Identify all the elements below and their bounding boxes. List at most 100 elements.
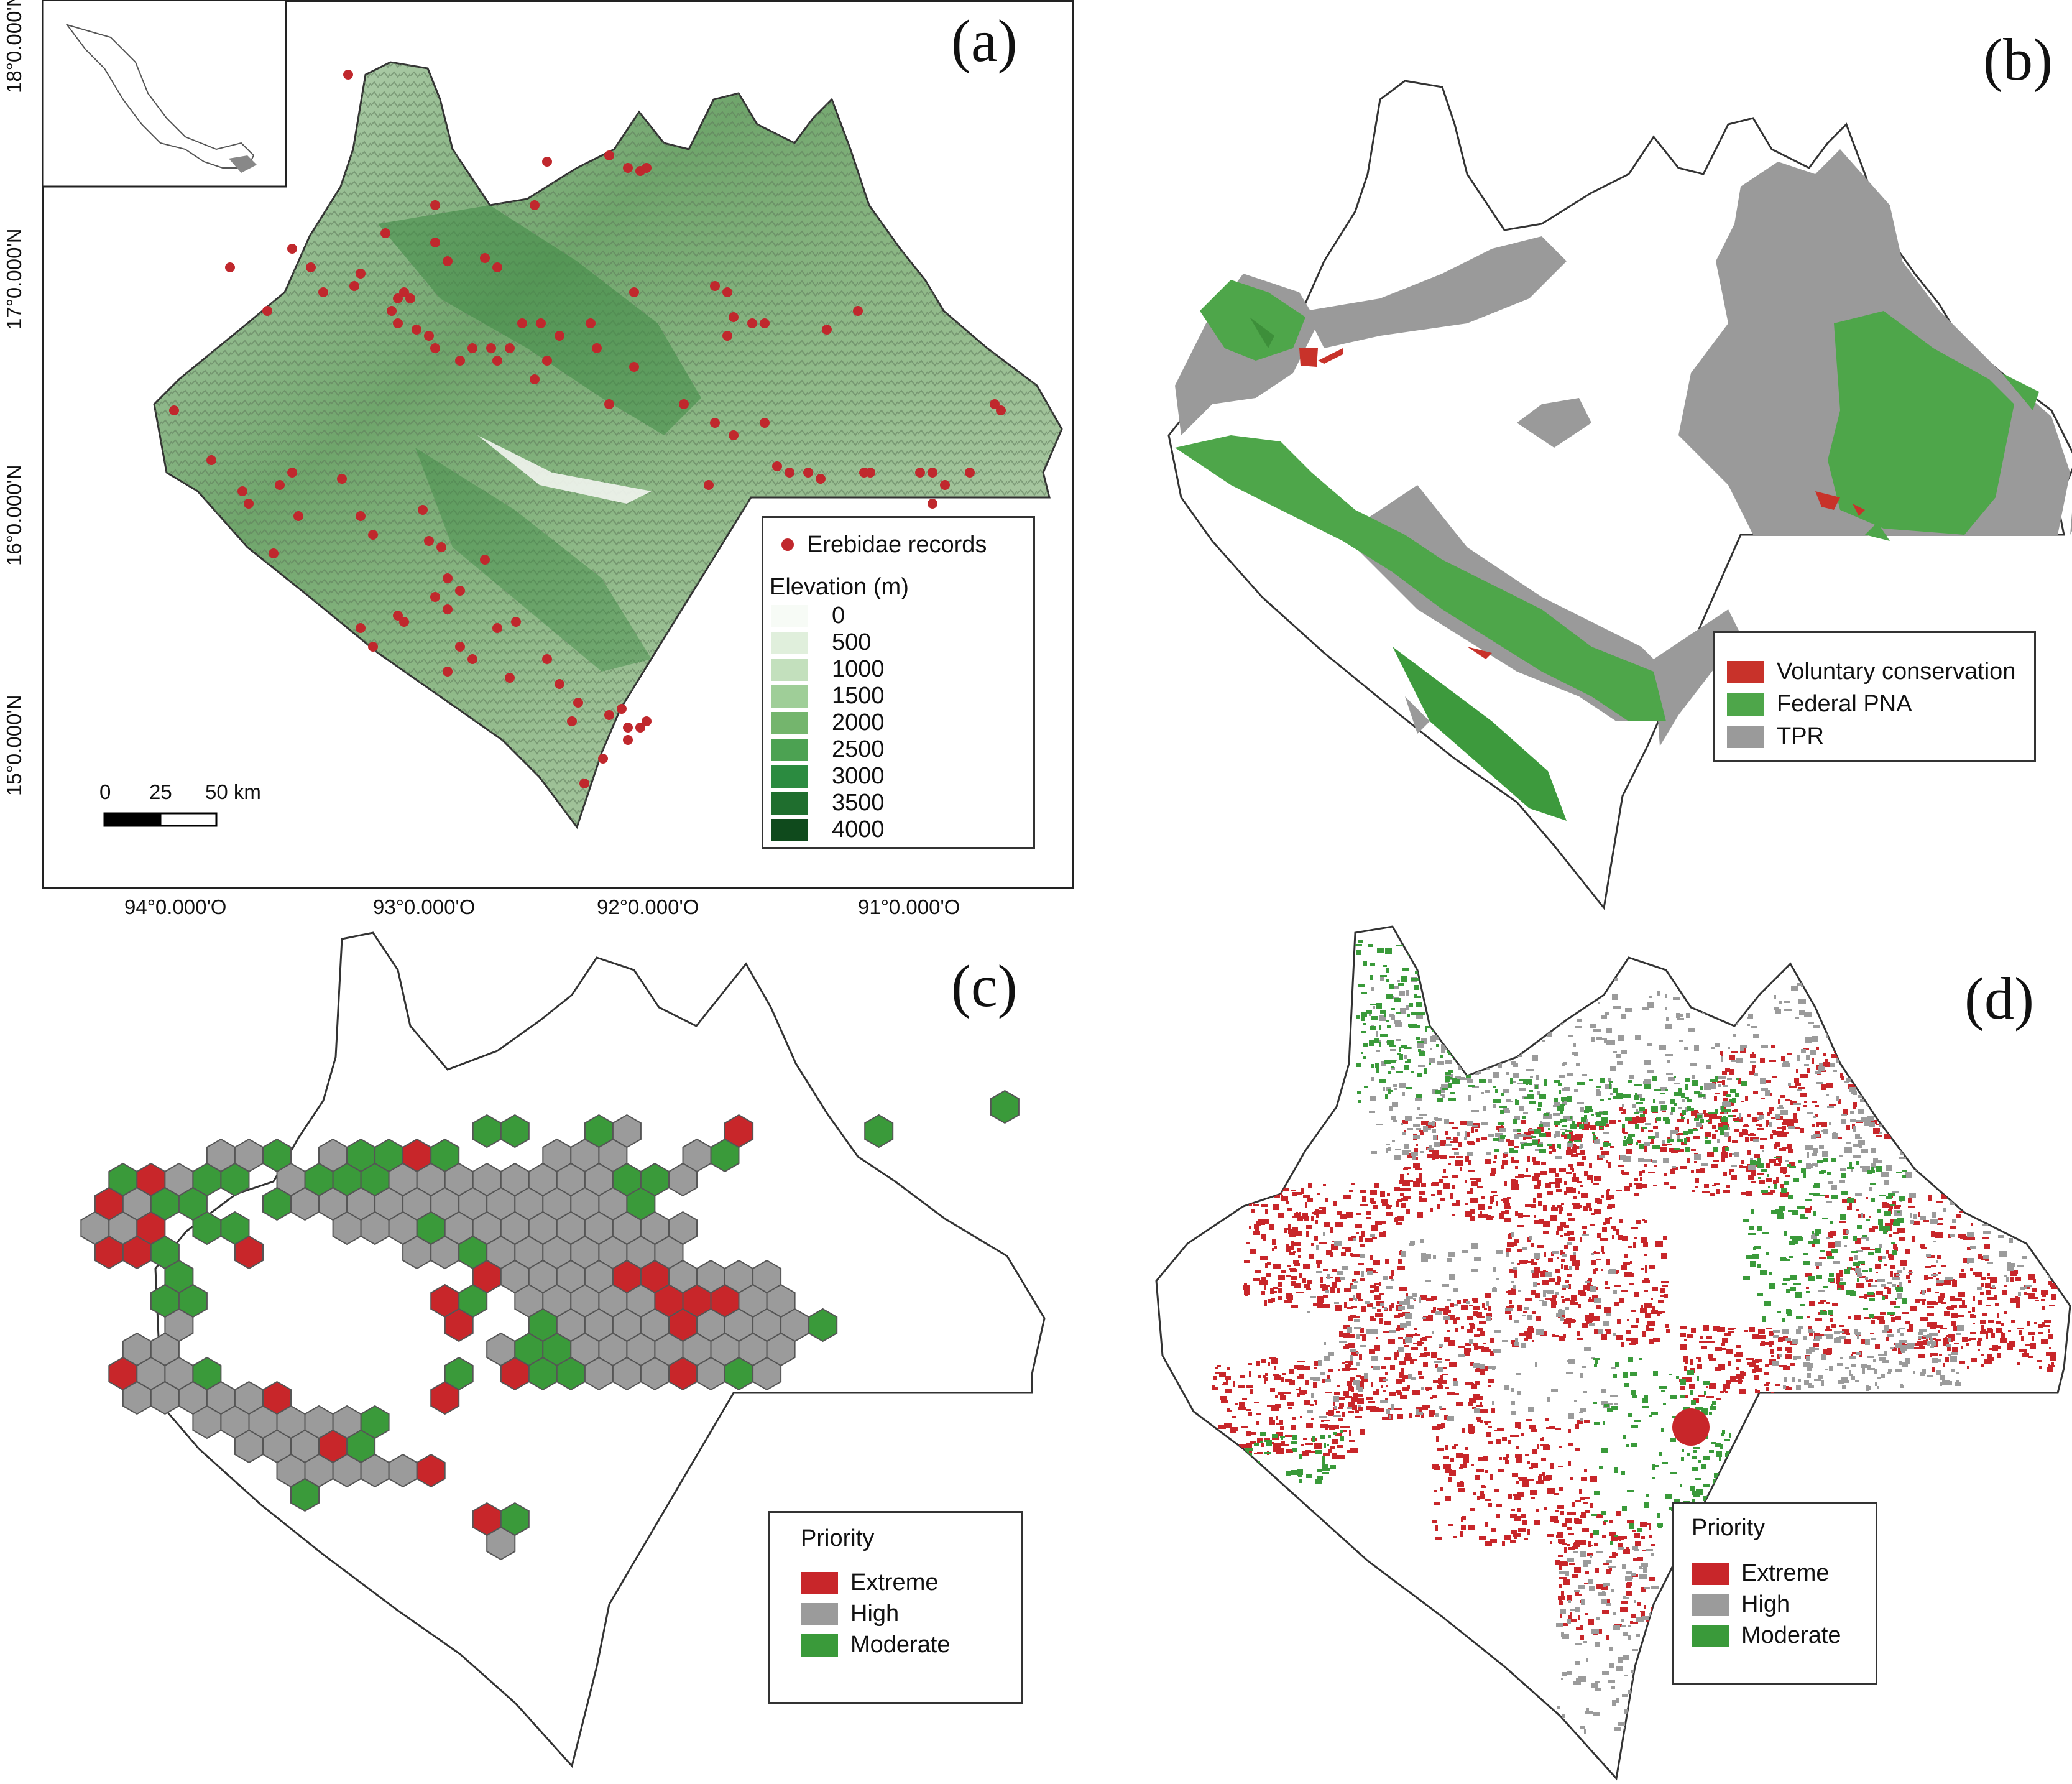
priority-pixel — [1785, 1338, 1791, 1341]
priority-pixel — [1413, 1181, 1420, 1187]
priority-pixel — [1348, 1316, 1353, 1321]
priority-pixel — [1905, 1249, 1910, 1254]
priority-pixel — [1391, 1067, 1395, 1070]
priority-pixel — [1551, 1207, 1558, 1211]
priority-pixel — [1419, 1051, 1425, 1056]
priority-pixel — [2037, 1183, 2043, 1186]
priority-pixel — [2048, 1329, 2050, 1333]
priority-pixel — [1901, 1351, 1905, 1353]
priority-pixel — [1554, 1123, 1560, 1125]
priority-pixel — [1853, 1262, 1860, 1266]
priority-pixel — [1574, 1400, 1577, 1402]
priority-pixel — [1645, 1123, 1651, 1125]
record-point — [275, 480, 285, 490]
priority-pixel — [1432, 1464, 1439, 1469]
priority-pixel — [1879, 1244, 1882, 1248]
priority-pixel — [1747, 1150, 1751, 1155]
priority-pixel — [1804, 1101, 1807, 1103]
priority-pixel — [1307, 1410, 1313, 1413]
priority-pixel — [1300, 1416, 1302, 1418]
priority-pixel — [1598, 1329, 1603, 1334]
priority-pixel — [1404, 1150, 1411, 1152]
priority-pixel — [1641, 1127, 1644, 1132]
priority-pixel — [1729, 1069, 1734, 1075]
priority-pixel — [1703, 1381, 1710, 1385]
priority-pixel — [1504, 1206, 1511, 1209]
priority-pixel — [1640, 1098, 1645, 1101]
priority-pixel — [2045, 1212, 2051, 1214]
priority-pixel — [1826, 1251, 1832, 1256]
priority-pixel — [1862, 1166, 1870, 1172]
priority-pixel — [1715, 1093, 1720, 1094]
priority-pixel — [1325, 1285, 1330, 1287]
priority-pixel — [1873, 1359, 1876, 1362]
priority-pixel — [1717, 1139, 1720, 1143]
priority-pixel — [1642, 1127, 1647, 1129]
priority-pixel — [1594, 1298, 1601, 1303]
priority-pixel — [1924, 1275, 1928, 1280]
priority-pixel — [1791, 1119, 1798, 1123]
priority-pixel — [1467, 1079, 1473, 1083]
priority-pixel — [1509, 1315, 1512, 1320]
priority-pixel — [1715, 1367, 1721, 1371]
priority-pixel — [1313, 1303, 1320, 1306]
priority-pixel — [2051, 1352, 2056, 1358]
priority-pixel — [1603, 1421, 1605, 1425]
priority-pixel — [1399, 1301, 1404, 1305]
priority-pixel — [1443, 1183, 1450, 1189]
priority-pixel — [1972, 1307, 1975, 1312]
priority-pixel — [1626, 1330, 1631, 1334]
priority-pixel — [1328, 1449, 1332, 1453]
priority-pixel — [1927, 1301, 1932, 1305]
priority-pixel — [1723, 1389, 1726, 1392]
record-point — [399, 287, 409, 297]
priority-pixel — [1396, 1328, 1400, 1331]
priority-pixel — [1343, 1325, 1350, 1328]
priority-pixel — [1257, 1452, 1263, 1454]
priority-pixel — [1570, 1167, 1573, 1170]
priority-pixel — [1623, 1632, 1628, 1636]
priority-pixel — [1866, 1280, 1869, 1282]
priority-pixel — [1367, 1271, 1373, 1275]
priority-pixel — [1351, 1306, 1357, 1308]
priority-pixel — [1551, 1301, 1557, 1305]
priority-pixel — [1551, 1303, 1556, 1308]
priority-pixel — [1578, 1615, 1580, 1620]
priority-pixel — [1601, 1151, 1609, 1155]
priority-pixel — [1754, 1375, 1759, 1380]
priority-pixel — [1519, 1079, 1525, 1081]
priority-pixel — [1790, 1166, 1796, 1168]
priority-pixel — [1664, 1294, 1668, 1298]
priority-pixel — [1930, 1045, 1933, 1051]
priority-pixel — [1861, 1149, 1868, 1153]
priority-pixel — [1573, 1043, 1576, 1047]
priority-pixel — [1499, 1106, 1507, 1108]
priority-pixel — [1757, 1163, 1764, 1168]
priority-pixel — [1648, 1136, 1655, 1139]
priority-pixel — [1506, 1099, 1511, 1102]
priority-pixel — [1319, 1210, 1324, 1214]
priority-pixel — [1746, 1358, 1754, 1360]
priority-pixel — [2011, 1320, 2015, 1323]
priority-pixel — [1246, 1409, 1251, 1411]
priority-pixel — [1951, 1313, 1958, 1318]
priority-pixel — [1916, 1035, 1919, 1038]
priority-pixel — [1452, 974, 1460, 979]
priority-pixel — [1854, 1255, 1858, 1260]
priority-pixel — [1777, 1459, 1784, 1463]
priority-pixel — [1954, 1343, 1959, 1344]
priority-pixel — [1583, 975, 1588, 981]
priority-pixel — [1967, 1247, 1971, 1250]
priority-pixel — [1503, 1457, 1508, 1460]
record-point — [443, 256, 453, 266]
priority-pixel — [1394, 1187, 1400, 1191]
priority-pixel — [1937, 1223, 1943, 1225]
priority-pixel — [1844, 1339, 1851, 1344]
priority-pixel — [1612, 994, 1618, 1000]
priority-pixel — [1547, 1191, 1553, 1195]
legend-swatch — [801, 1634, 838, 1657]
priority-pixel — [1783, 1095, 1785, 1098]
priority-pixel — [1752, 1444, 1756, 1448]
priority-pixel — [2044, 1056, 2047, 1061]
priority-pixel — [1631, 1310, 1636, 1312]
